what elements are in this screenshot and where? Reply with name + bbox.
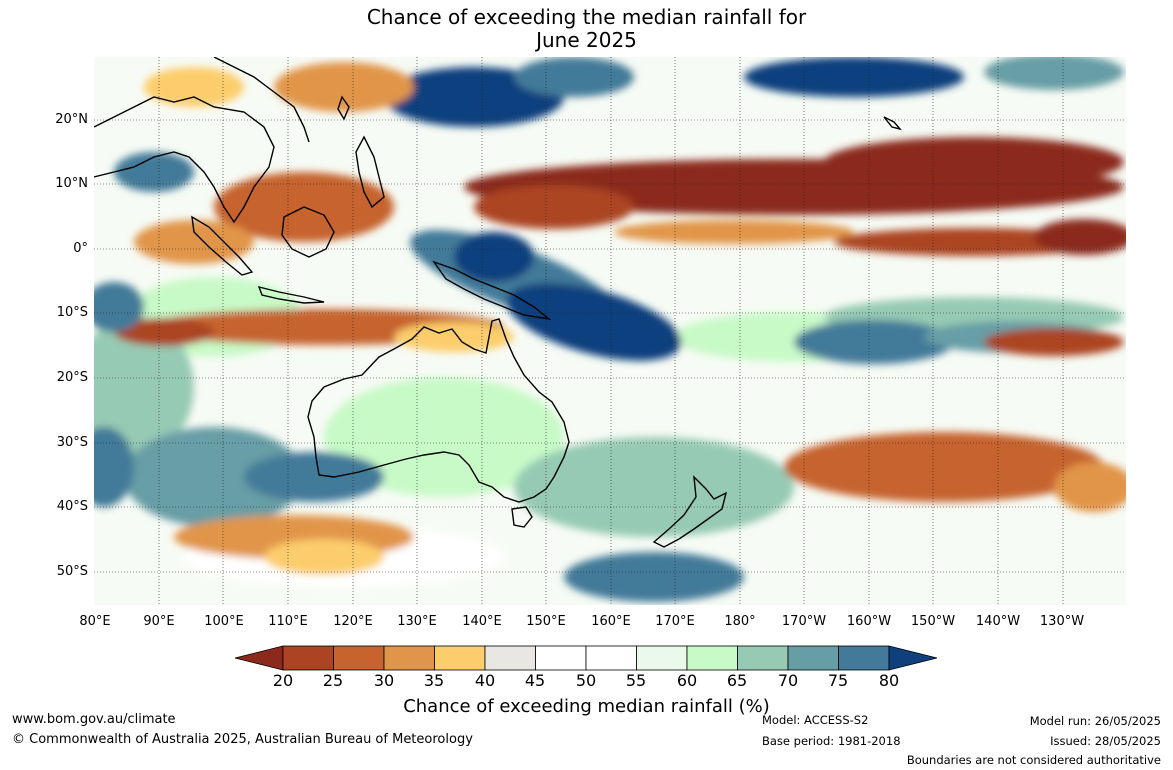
colorbar-tick: 70 [777, 671, 799, 690]
colorbar-cell [636, 645, 688, 671]
colorbar-cell [484, 645, 536, 671]
lon-label: 150°E [526, 614, 566, 629]
sumatra-outline [191, 215, 254, 276]
rainfall-probability-map [94, 57, 1126, 605]
colorbar-arrow-high [888, 645, 938, 671]
colorbar-tick: 65 [726, 671, 748, 690]
lon-label: 170°W [781, 614, 827, 629]
lon-label: 160°E [591, 614, 631, 629]
colorbar-cell [434, 645, 486, 671]
colorbar-tick: 25 [322, 671, 344, 690]
colorbar-tick: 40 [474, 671, 496, 690]
colorbar-tick: 50 [575, 671, 597, 690]
lat-label: 50°S [56, 564, 88, 579]
colorbar [234, 645, 938, 671]
hawaii-outline [883, 116, 902, 131]
lon-label: 110°E [268, 614, 308, 629]
probability-shading [94, 57, 1126, 602]
colorbar-label: Chance of exceeding median rainfall (%) [403, 696, 770, 717]
colorbar-tick: 45 [524, 671, 546, 690]
java-outline [257, 285, 325, 304]
philippines-outline [355, 135, 385, 209]
colorbar-cell [686, 645, 738, 671]
colorbar-tick: 75 [827, 671, 849, 690]
china-coast-outline [213, 57, 310, 143]
lon-label: 130°W [1039, 614, 1085, 629]
colorbar-cell [787, 645, 839, 671]
graticule [94, 57, 1126, 605]
colorbar-tick: 60 [676, 671, 698, 690]
colorbar-tick: 80 [878, 671, 900, 690]
issued-date: Issued: 28/05/2025 [1050, 734, 1161, 748]
website-url: www.bom.gov.au/climate [12, 712, 176, 727]
lon-label: 120°E [333, 614, 373, 629]
lon-label: 180° [724, 614, 756, 629]
lat-label: 0° [73, 241, 88, 256]
colorbar-cell [383, 645, 435, 671]
model-name: Model: ACCESS-S2 [762, 713, 869, 727]
coastlines [94, 57, 902, 548]
lon-label: 100°E [204, 614, 244, 629]
colorbar-tick: 35 [423, 671, 445, 690]
lat-label: 20°S [56, 370, 88, 385]
colorbar-arrow-low [234, 645, 284, 671]
lat-label: 10°N [55, 176, 88, 191]
copyright-text: © Commonwealth of Australia 2025, Austra… [12, 732, 473, 747]
lat-label: 40°S [56, 499, 88, 514]
map-title-line2: June 2025 [536, 28, 637, 52]
lon-label: 90°E [143, 614, 175, 629]
tasmania-outline [511, 506, 533, 528]
lon-label: 130°E [397, 614, 437, 629]
lat-label: 10°S [56, 305, 88, 320]
se-asia-outline [94, 96, 275, 224]
lon-label: 150°W [910, 614, 956, 629]
map-title-line1: Chance of exceeding the median rainfall … [366, 5, 807, 29]
colorbar-cell [838, 645, 890, 671]
boundary-disclaimer: Boundaries are not considered authoritat… [906, 753, 1161, 767]
lon-label: 170°E [655, 614, 695, 629]
colorbar-cells [234, 645, 938, 671]
lat-label: 30°S [56, 435, 88, 450]
lon-label: 80°E [79, 614, 111, 629]
base-period: Base period: 1981-2018 [762, 734, 901, 748]
colorbar-tick: 20 [272, 671, 294, 690]
lat-label: 20°N [55, 112, 88, 127]
australia-outline [307, 318, 570, 503]
colorbar-cell [333, 645, 385, 671]
borneo-outline [281, 206, 335, 258]
taiwan-outline [337, 95, 350, 121]
lon-label: 140°E [462, 614, 502, 629]
colorbar-cell [282, 645, 334, 671]
colorbar-cell [535, 645, 587, 671]
model-run-date: Model run: 26/05/2025 [1029, 714, 1161, 728]
colorbar-cell [585, 645, 637, 671]
new-zealand-outline [652, 475, 728, 548]
colorbar-tick: 55 [625, 671, 647, 690]
lon-label: 140°W [975, 614, 1021, 629]
new-guinea-outline [432, 260, 552, 321]
lon-label: 160°W [846, 614, 892, 629]
colorbar-tick: 30 [373, 671, 395, 690]
colorbar-cell [737, 645, 789, 671]
